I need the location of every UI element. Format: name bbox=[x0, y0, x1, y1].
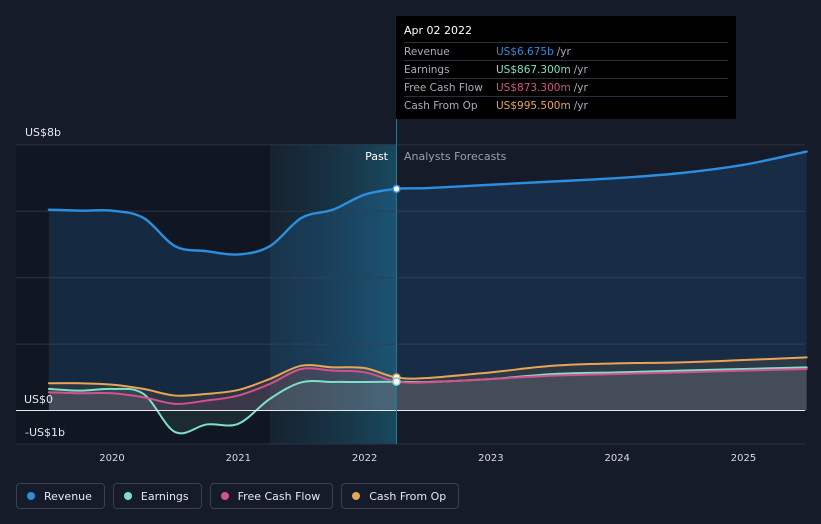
line-revenue bbox=[47, 150, 808, 256]
y-label-top: US$8b bbox=[25, 126, 61, 139]
legend-dot-icon bbox=[27, 492, 35, 500]
tooltip-row-revenue: Revenue US$6.675b /yr bbox=[404, 42, 728, 60]
tooltip-date: Apr 02 2022 bbox=[404, 24, 473, 37]
x-tick-label: 2021 bbox=[226, 453, 251, 464]
x-tick-label: 2025 bbox=[731, 453, 756, 464]
y-label-bottom: -US$1b bbox=[25, 426, 65, 439]
area-cash-from-op bbox=[48, 357, 807, 411]
tooltip-value: US$6.675b bbox=[496, 45, 554, 58]
tooltip-row-cash-from-op: Cash From Op US$995.500m /yr bbox=[404, 96, 728, 114]
line-earnings bbox=[47, 366, 808, 435]
legend-label: Cash From Op bbox=[369, 489, 447, 503]
tooltip-value: US$995.500m bbox=[496, 99, 571, 112]
tooltip-name: Free Cash Flow bbox=[404, 81, 483, 94]
x-axis-ticks: 2020 2021 2022 2023 2024 2025 bbox=[99, 453, 756, 464]
legend-earnings[interactable]: Earnings bbox=[112, 483, 202, 509]
tooltip-row-free-cash-flow: Free Cash Flow US$873.300m /yr bbox=[404, 78, 728, 96]
forecast-label: Analysts Forecasts bbox=[404, 150, 507, 163]
cursor-markers bbox=[392, 184, 401, 386]
area-earnings bbox=[48, 367, 807, 434]
series-lines bbox=[47, 150, 808, 435]
past-label: Past bbox=[365, 150, 389, 163]
tooltip-unit: /yr bbox=[573, 81, 588, 94]
tooltip-name: Earnings bbox=[404, 63, 450, 76]
past-highlight-region bbox=[270, 144, 396, 444]
legend-free-cash-flow[interactable]: Free Cash Flow bbox=[209, 483, 334, 509]
tooltip-unit: /yr bbox=[573, 99, 588, 112]
y-label-zero: US$0 bbox=[24, 393, 53, 406]
marker-revenue bbox=[392, 184, 401, 194]
gridlines bbox=[16, 144, 805, 445]
legend-dot-icon bbox=[123, 492, 132, 500]
tooltip-name: Cash From Op bbox=[404, 99, 478, 112]
legend-dot-icon bbox=[352, 492, 361, 500]
legend: Revenue Earnings Free Cash Flow Cash Fro… bbox=[16, 483, 460, 509]
legend-label: Earnings bbox=[140, 489, 189, 503]
line-cash-from-op bbox=[47, 356, 808, 397]
hover-tooltip: Apr 02 2022 Revenue US$6.675b /yr Earnin… bbox=[396, 16, 736, 119]
marker-earnings bbox=[392, 377, 401, 386]
tooltip-value: US$873.300m bbox=[496, 81, 571, 94]
legend-label: Revenue bbox=[44, 489, 92, 503]
tooltip-unit: /yr bbox=[573, 63, 588, 76]
area-free-cash-flow bbox=[48, 368, 807, 411]
series-areas bbox=[48, 151, 807, 434]
legend-revenue[interactable]: Revenue bbox=[16, 483, 105, 509]
legend-cash-from-op[interactable]: Cash From Op bbox=[341, 483, 460, 509]
legend-dot-icon bbox=[220, 492, 229, 500]
x-tick-label: 2024 bbox=[604, 453, 629, 464]
line-free-cash-flow bbox=[47, 367, 808, 405]
x-tick-label: 2023 bbox=[478, 453, 503, 464]
tooltip-row-earnings: Earnings US$867.300m /yr bbox=[404, 60, 728, 78]
legend-label: Free Cash Flow bbox=[237, 489, 321, 503]
tooltip-name: Revenue bbox=[404, 45, 450, 58]
tooltip-unit: /yr bbox=[556, 45, 571, 58]
area-revenue bbox=[48, 151, 807, 411]
x-tick-label: 2020 bbox=[99, 453, 124, 464]
tooltip-value: US$867.300m bbox=[496, 63, 571, 76]
x-tick-label: 2022 bbox=[352, 453, 377, 464]
